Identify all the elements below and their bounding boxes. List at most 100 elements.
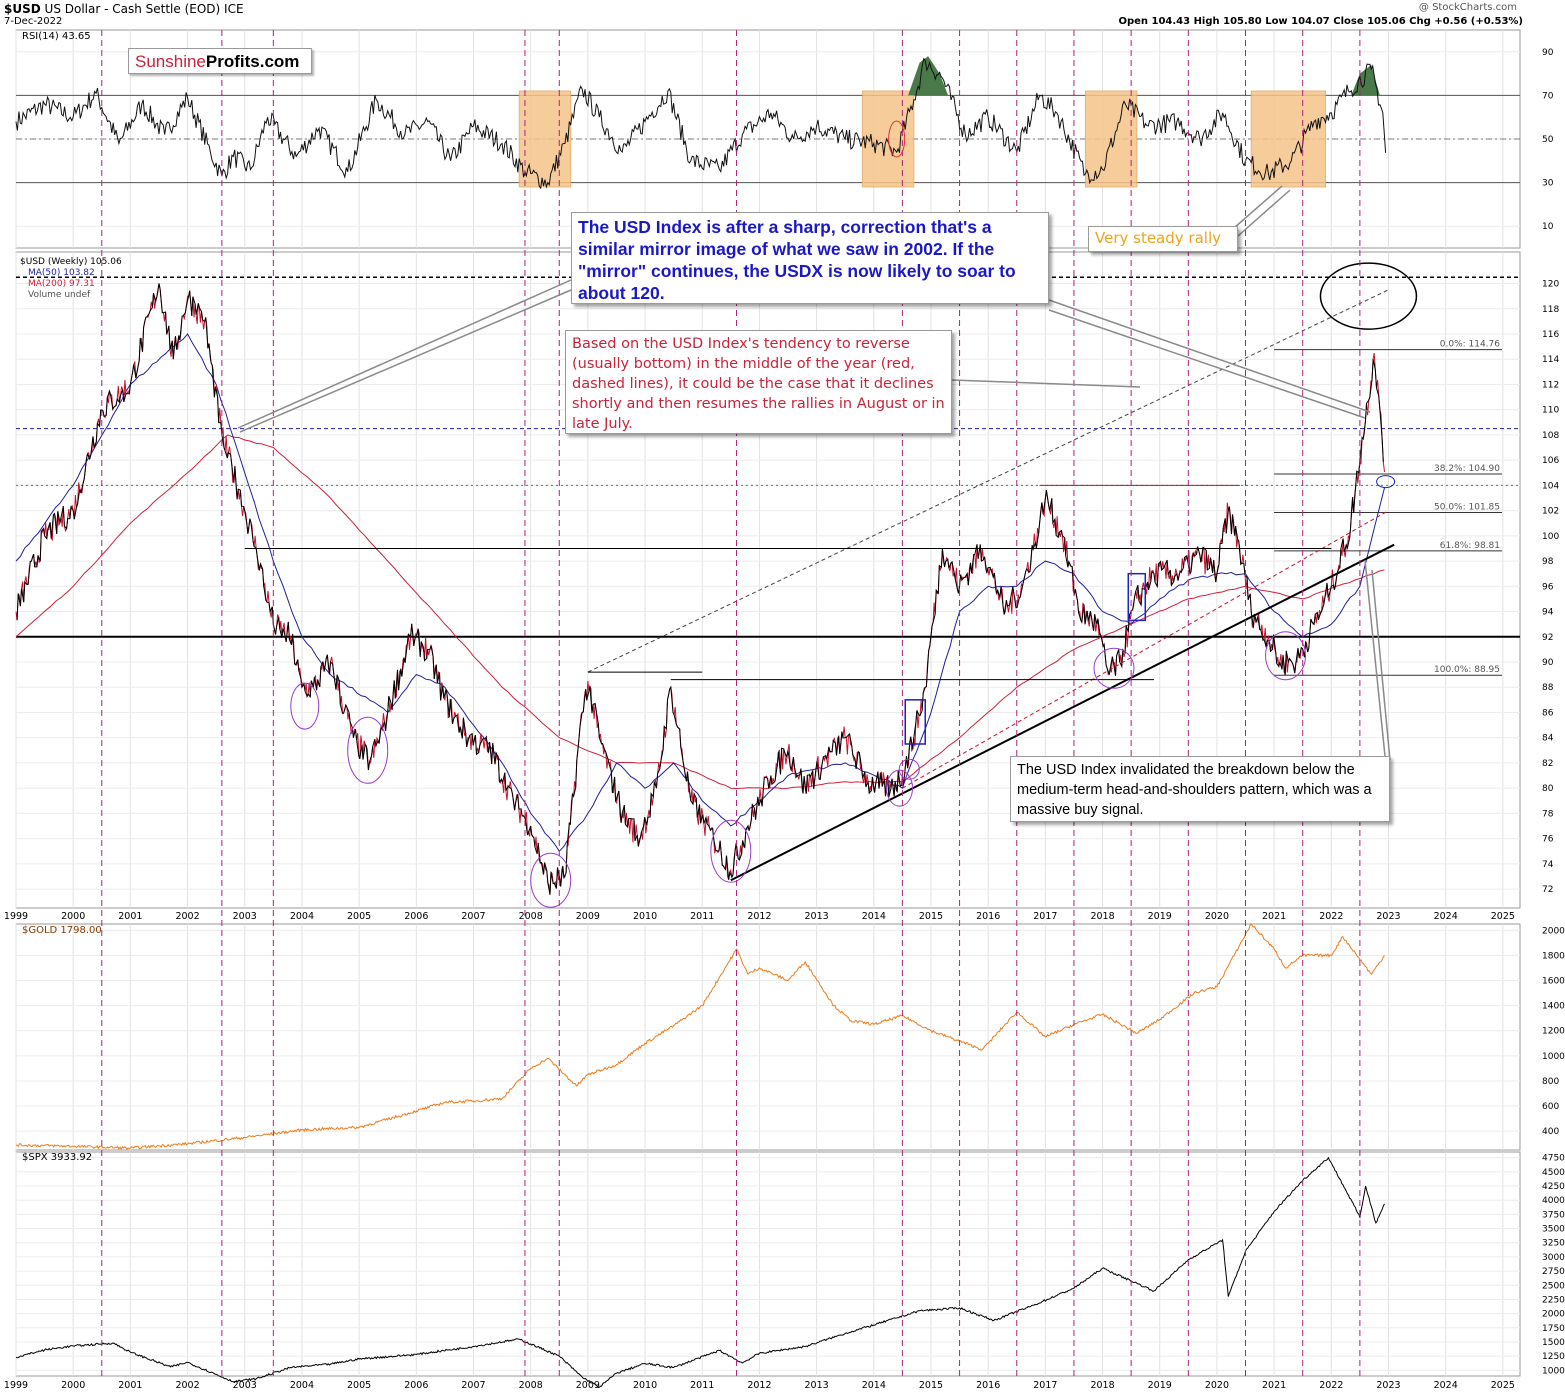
x-tick-label: 2024 [1434, 911, 1458, 922]
y-tick-label: 116 [1542, 330, 1559, 340]
pointer-mirror-left [239, 289, 572, 433]
target-ellipse [1319, 262, 1418, 330]
x-tick-label: 2021 [1262, 1380, 1286, 1391]
x-tick-label: 2018 [1090, 911, 1114, 922]
x-tick-label: 2007 [461, 1380, 485, 1391]
pointer-hs [1364, 559, 1386, 757]
y-tick-label: 2000 [1542, 926, 1565, 936]
pointer-rally [1233, 185, 1283, 229]
rsi-ellipse [888, 120, 906, 158]
y-tick-label: 112 [1542, 380, 1559, 390]
x-tick-label: 2017 [1033, 911, 1057, 922]
y-tick-label: 4750 [1542, 1154, 1565, 1164]
x-tick-label: 2023 [1376, 1380, 1400, 1391]
y-tick-label: 118 [1542, 305, 1559, 315]
annotation-head-shoulders: The USD Index invalidated the breakdown … [1010, 756, 1390, 822]
x-tick-label: 2003 [233, 1380, 257, 1391]
logo-part2: Profits.com [205, 52, 300, 71]
y-tick-label: 400 [1542, 1127, 1559, 1137]
overlay-lines [101, 30, 1391, 1376]
y-tick-label: 1750 [1542, 1324, 1565, 1334]
x-tick-label: 2008 [519, 911, 543, 922]
y-tick-label: 72 [1542, 885, 1553, 895]
long-trendline [730, 543, 1395, 882]
y-tick-label: 108 [1542, 431, 1559, 441]
y-tick-label: 78 [1542, 809, 1554, 819]
y-tick-label: 3250 [1542, 1239, 1565, 1249]
x-tick-label: 2006 [404, 911, 428, 922]
rsi-line [15, 57, 1387, 190]
fib-label: 100.0%: 88.95 [1434, 665, 1500, 675]
x-tick-label: 2024 [1434, 1380, 1458, 1391]
y-tick-label: 84 [1542, 734, 1554, 744]
x-tick-label: 2004 [290, 911, 314, 922]
gold-panel: 400 600 800 1000 1200 1400 1600 1800 2000 [15, 923, 1565, 1151]
bottom-ellipse [347, 716, 389, 784]
y-tick-label: 1250 [1542, 1352, 1565, 1362]
spx-legend: $SPX 3933.92 [22, 1152, 93, 1163]
y-tick-label: 2250 [1542, 1295, 1565, 1305]
volume-legend: Volume undef [28, 290, 91, 300]
y-tick-label: 1600 [1542, 977, 1565, 987]
ohlc-readout: Open 104.43 High 105.80 Low 104.07 Close… [1118, 16, 1523, 27]
y-tick-label: 4250 [1542, 1182, 1565, 1192]
x-tick-label: 2012 [747, 1380, 771, 1391]
bottom-ellipse [710, 819, 752, 883]
y-tick-label: 74 [1542, 860, 1554, 870]
x-tick-label: 1999 [4, 911, 28, 922]
y-tick-label: 2750 [1542, 1267, 1565, 1277]
x-tick-label: 2002 [175, 1380, 199, 1391]
symbol-description: US Dollar - Cash Settle (EOD) ICE [44, 2, 244, 16]
x-tick-label: 2014 [862, 911, 886, 922]
y-tick-label: 30 [1542, 179, 1554, 189]
y-tick-label: 82 [1542, 759, 1553, 769]
y-tick-label: 1200 [1542, 1027, 1565, 1037]
y-tick-label: 1000 [1542, 1366, 1565, 1376]
y-tick-label: 100 [1542, 532, 1559, 542]
breakout-box [1127, 572, 1147, 622]
current-ellipse [1376, 475, 1396, 489]
x-tick-label: 2011 [690, 1380, 714, 1391]
y-tick-label: 1000 [1542, 1052, 1565, 1062]
bottom-ellipse [530, 852, 572, 908]
usd-price-line [16, 283, 1384, 895]
pointer-mirror-right [1048, 299, 1371, 413]
ma50-legend: MA(50) 103.82 [28, 268, 95, 278]
upper-channel-line [587, 289, 1389, 673]
logo-part1: Sunshine [135, 52, 206, 71]
y-tick-label: 96 [1542, 582, 1554, 592]
x-tick-label: 2015 [919, 1380, 943, 1391]
x-tick-label: 2001 [118, 1380, 142, 1391]
x-tick-label: 2005 [347, 911, 371, 922]
y-tick-label: 2500 [1542, 1281, 1565, 1291]
x-tick-label: 2022 [1319, 911, 1343, 922]
y-tick-label: 120 [1542, 280, 1559, 290]
bottom-ellipse [898, 758, 920, 780]
y-tick-label: 1500 [1542, 1338, 1565, 1348]
x-tick-label: 2009 [576, 911, 600, 922]
y-tick-label: 88 [1542, 683, 1554, 693]
panel-frame [15, 1151, 1521, 1377]
x-tick-label: 2016 [976, 1380, 1000, 1391]
y-tick-label: 104 [1542, 481, 1559, 491]
x-tick-label: 2000 [61, 1380, 85, 1391]
x-tick-label: 2003 [233, 911, 257, 922]
bottom-ellipse [1093, 647, 1135, 689]
ma200-line [15, 434, 1385, 790]
x-tick-label: 2001 [118, 911, 142, 922]
annotation-mirror: The USD Index is after a sharp, correcti… [571, 212, 1049, 304]
x-tick-label: 2020 [1205, 911, 1229, 922]
annotation-steady-rally: Very steady rally [1088, 226, 1238, 252]
rsi-highlight-box [861, 90, 915, 188]
x-tick-label: 2020 [1205, 1380, 1229, 1391]
fib-label: 0.0%: 114.76 [1440, 340, 1501, 350]
pointer-mirror-right [1048, 309, 1366, 419]
bottom-ellipse [1265, 631, 1307, 681]
x-tick-label: 2006 [404, 1380, 428, 1391]
bottom-ellipse [290, 682, 320, 730]
y-tick-label: 94 [1542, 608, 1554, 618]
x-tick-label: 2008 [519, 1380, 543, 1391]
x-tick-label: 2014 [862, 1380, 886, 1391]
x-tick-label: 2016 [976, 911, 1000, 922]
